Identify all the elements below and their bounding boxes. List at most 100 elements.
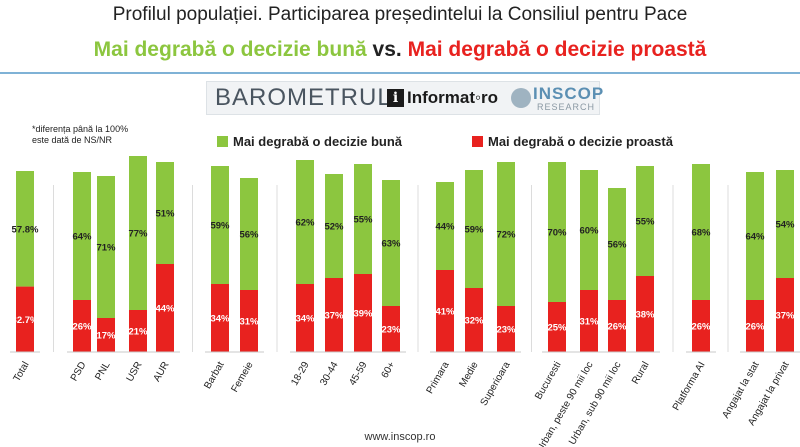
bar-good	[16, 171, 34, 287]
value-label-good: 72%	[496, 230, 516, 241]
bar-good	[129, 156, 147, 310]
category-label: Primara	[425, 360, 452, 396]
legend-label-good: Mai degrabă o decizie bună	[233, 134, 403, 149]
value-label-bad: 25%	[547, 323, 567, 334]
value-label-good: 63%	[381, 239, 401, 250]
header-divider	[0, 72, 800, 74]
value-label-good: 57.8%	[12, 224, 39, 235]
category-label: AUR	[152, 360, 172, 384]
bar-bad	[465, 288, 483, 352]
bar-good	[692, 164, 710, 300]
category-label: Barbat	[202, 360, 226, 391]
category-label: 45-59	[347, 360, 370, 388]
value-label-bad: 37%	[775, 311, 795, 322]
category-label: 60+	[380, 360, 398, 380]
subtitle-bad: Mai degrabă o decizie proastă	[407, 38, 707, 61]
value-label-good: 64%	[745, 232, 765, 243]
value-label-bad: 23%	[381, 325, 401, 336]
value-label-bad: 32.7%	[12, 315, 39, 326]
value-label-good: 59%	[464, 225, 484, 236]
category-label: Bucuresti	[533, 360, 563, 402]
value-label-good: 60%	[579, 226, 599, 237]
footer-url: www.inscop.ro	[364, 431, 436, 443]
bar-bad	[548, 302, 566, 352]
bar-good	[746, 172, 764, 300]
value-label-good: 62%	[295, 218, 315, 229]
value-label-good: 51%	[155, 209, 175, 220]
value-label-good: 54%	[775, 220, 795, 231]
legend-swatch-good	[217, 136, 228, 147]
bar-bad	[296, 284, 314, 352]
value-label-bad: 23%	[496, 325, 516, 336]
value-label-bad: 32%	[464, 316, 484, 327]
bar-good	[382, 180, 400, 306]
category-label: Medie	[457, 360, 480, 389]
value-label-bad: 31%	[579, 317, 599, 328]
value-label-bad: 34%	[210, 314, 230, 325]
logo-banner: BAROMETRUL i Informat◦ro INSCOP RESEARCH	[206, 81, 603, 115]
value-label-bad: 44%	[155, 304, 175, 315]
value-label-good: 70%	[547, 228, 567, 239]
bar-bad	[436, 270, 454, 352]
legend-item-bad: Mai degrabă o decizie proastă	[472, 134, 673, 149]
value-label-bad: 37%	[324, 311, 344, 322]
bar-bad	[497, 306, 515, 352]
bar-bad	[636, 276, 654, 352]
value-label-bad: 39%	[353, 309, 373, 320]
bar-bad	[240, 290, 258, 352]
value-label-good: 68%	[691, 228, 711, 239]
value-label-good: 52%	[324, 222, 344, 233]
bar-bad	[746, 300, 764, 352]
value-label-good: 64%	[72, 232, 92, 243]
category-label: USR	[125, 360, 145, 384]
footnote-line: *diferența până la 100%	[32, 124, 129, 134]
bar-bad	[156, 264, 174, 352]
inscop-research-label: RESEARCH	[537, 102, 596, 112]
value-label-good: 55%	[635, 217, 655, 228]
bar-good	[776, 170, 794, 278]
chart-subtitle: Mai degrabă o decizie bună vs. Mai degra…	[0, 38, 800, 62]
bar-good	[73, 172, 91, 300]
bar-bad	[354, 274, 372, 352]
value-label-bad: 34%	[295, 314, 315, 325]
bar-good	[97, 176, 115, 318]
bar-bad	[776, 278, 794, 352]
subtitle-good: Mai degrabă o decizie bună	[93, 38, 367, 61]
legend-label-bad: Mai degrabă o decizie proastă	[488, 134, 673, 149]
category-label: Rural	[630, 360, 651, 386]
bar-bad	[129, 310, 147, 352]
value-label-bad: 26%	[72, 322, 92, 333]
category-label: PSD	[69, 360, 89, 383]
value-label-bad: 21%	[128, 327, 148, 338]
category-label: PNL	[93, 360, 112, 383]
legend-swatch-bad	[472, 136, 483, 147]
bar-bad	[608, 300, 626, 352]
bar-good	[240, 178, 258, 290]
bar-bad	[16, 286, 34, 352]
bar-good	[436, 182, 454, 270]
value-label-good: 44%	[435, 222, 455, 233]
value-label-good: 77%	[128, 229, 148, 240]
value-label-good: 56%	[239, 230, 259, 241]
bar-good	[636, 166, 654, 276]
value-label-good: 55%	[353, 215, 373, 226]
bar-good	[296, 160, 314, 284]
bar-good	[580, 170, 598, 290]
bar-bad	[97, 318, 115, 352]
footnote-line: este dată de NS/NR	[32, 135, 113, 145]
bar-good	[608, 188, 626, 300]
value-label-good: 56%	[607, 240, 627, 251]
legend-item-good: Mai degrabă o decizie bună	[217, 134, 402, 149]
value-label-bad: 17%	[96, 331, 116, 342]
bar-good	[548, 162, 566, 302]
bar-good	[211, 166, 229, 284]
bar-good	[354, 164, 372, 274]
barometrul-logo: BAROMETRUL	[215, 84, 392, 111]
subtitle-vs: vs.	[372, 38, 402, 61]
category-label: 30-44	[318, 360, 341, 388]
bar-bad	[73, 300, 91, 352]
value-label-bad: 38%	[635, 310, 655, 321]
bar-good	[325, 174, 343, 278]
category-label: Total	[12, 360, 32, 384]
